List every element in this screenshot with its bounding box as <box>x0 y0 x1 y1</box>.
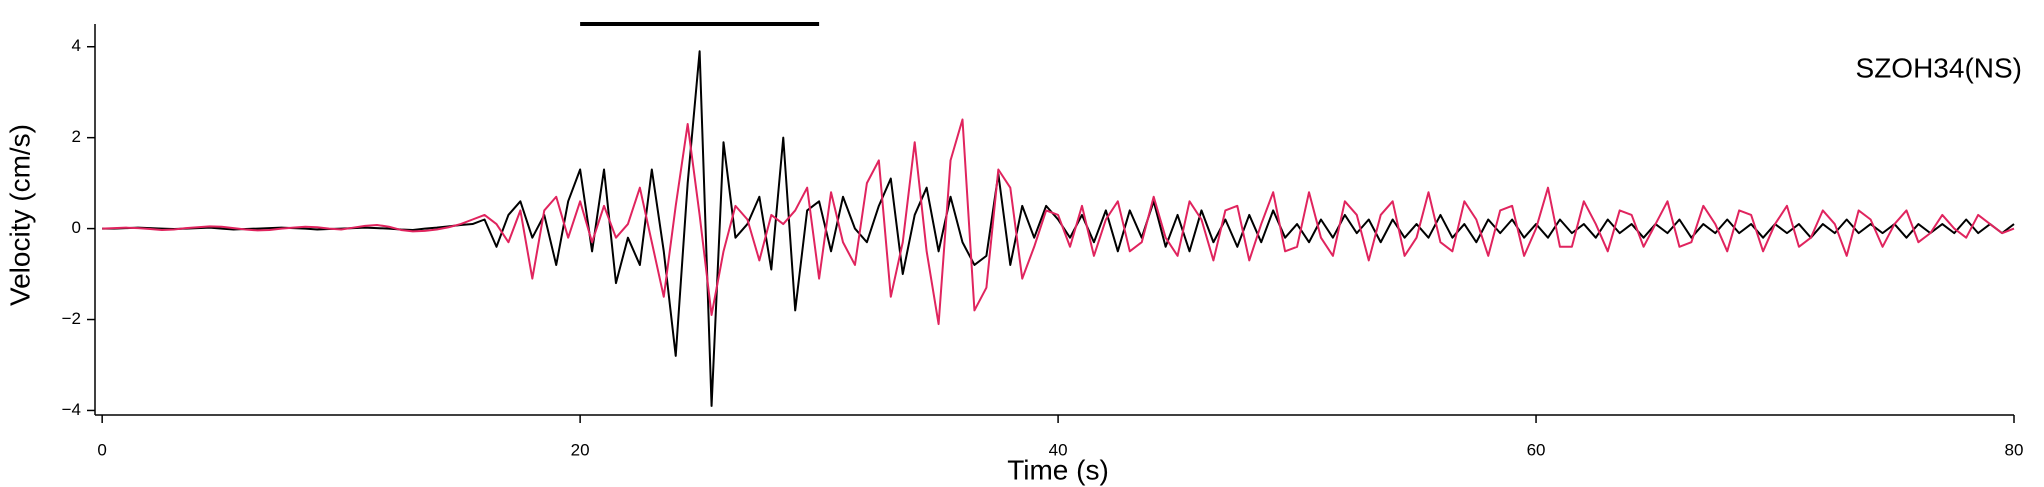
y-tick-label: −2 <box>62 309 81 328</box>
velocity-trace <box>102 50 2015 407</box>
station-label: SZOH34(NS) <box>1856 52 2022 83</box>
y-tick-label: 2 <box>72 127 81 146</box>
velocity-trace <box>102 118 2015 326</box>
x-tick-label: 40 <box>1049 440 1068 459</box>
y-tick-label: 4 <box>72 36 81 55</box>
x-axis-title: Time (s) <box>1007 454 1109 485</box>
x-tick-label: 20 <box>571 440 590 459</box>
y-tick-label: −4 <box>62 400 81 419</box>
x-tick-label: 0 <box>97 440 106 459</box>
x-tick-label: 60 <box>1527 440 1546 459</box>
y-axis-title: Velocity (cm/s) <box>4 124 35 306</box>
y-tick-label: 0 <box>72 218 81 237</box>
x-tick-label: 80 <box>2005 440 2024 459</box>
